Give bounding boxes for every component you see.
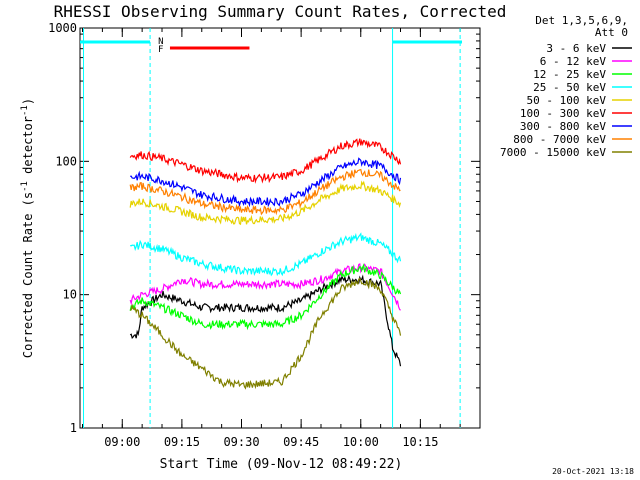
legend-entry-label: 25 - 50 keV xyxy=(533,81,606,94)
series-line-3 xyxy=(130,232,402,277)
plot-area: 1 10 100 1000 09:00 09:15 09:30 09:45 10:00 10:15… xyxy=(48,21,481,449)
legend-entry-label: 800 - 7000 keV xyxy=(513,133,606,146)
legend-entry-label: 300 - 800 keV xyxy=(520,120,606,133)
series-line-7 xyxy=(129,168,401,216)
legend-entry-label: 12 - 25 keV xyxy=(533,68,606,81)
y-axis-label-main: Corrected Count Rate (s xyxy=(21,192,35,358)
y-tick-label: 100 xyxy=(55,154,77,168)
y-axis-label-end: ) xyxy=(21,98,35,105)
plot-frame xyxy=(79,27,481,429)
flare-marker-label: F xyxy=(158,45,163,55)
footer-timestamp: 20-Oct-2021 13:18 xyxy=(552,467,634,476)
series-line-5 xyxy=(129,138,402,184)
legend-entry-label: 3 - 6 keV xyxy=(546,42,606,55)
legend-entry-label: 50 - 100 keV xyxy=(527,94,607,107)
x-tick-label: 10:15 xyxy=(402,435,438,449)
legend-entry-label: 7000 - 15000 keV xyxy=(500,146,606,159)
x-tick-label: 09:00 xyxy=(104,435,140,449)
y-axis-label-sup2: -1 xyxy=(20,105,30,116)
y-tick-label: 1000 xyxy=(48,21,77,35)
y-axis-label: Corrected Count Rate (s-1 detector-1) xyxy=(20,98,35,358)
series-line-6 xyxy=(130,157,402,208)
night-marker-label: N xyxy=(158,37,163,47)
y-tick-label: 1 xyxy=(70,421,77,435)
x-tick-label: 09:45 xyxy=(283,435,319,449)
legend-header-line: Att 0 xyxy=(595,26,628,39)
legend-header-line: Det 1,3,5,6,9, xyxy=(535,14,628,27)
x-axis-label: Start Time (09-Nov-12 08:49:22) xyxy=(160,457,403,472)
series-line-0 xyxy=(129,274,402,367)
series-line-4 xyxy=(129,180,402,226)
y-tick-label: 10 xyxy=(63,288,77,302)
y-axis-label-mid: detector xyxy=(21,116,35,181)
x-tick-label: 10:00 xyxy=(343,435,379,449)
x-tick-label: 09:15 xyxy=(164,435,200,449)
legend-entry-label: 100 - 300 keV xyxy=(520,107,606,120)
y-axis-label-sup1: -1 xyxy=(20,181,30,192)
legend-entry-label: 6 - 12 keV xyxy=(540,55,607,68)
chart-title: RHESSI Observing Summary Count Rates, Co… xyxy=(54,2,507,21)
x-tick-label: 09:30 xyxy=(223,435,259,449)
series-line-2 xyxy=(129,263,402,331)
series-line-8 xyxy=(130,277,402,390)
